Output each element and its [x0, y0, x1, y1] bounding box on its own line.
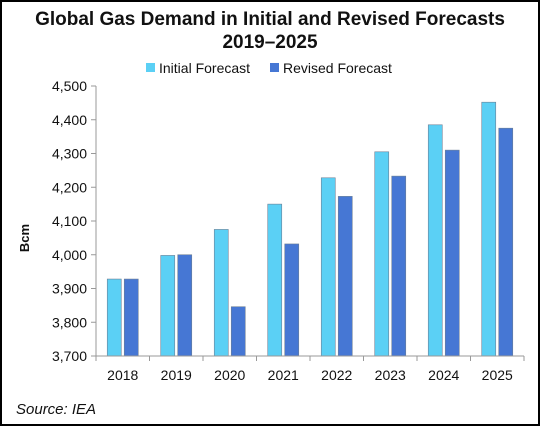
x-tick-label: 2021: [268, 367, 299, 383]
bar-revised-forecast: [444, 149, 460, 357]
bar-initial-forecast: [320, 177, 336, 357]
y-tick-label: 3,800: [52, 314, 87, 330]
source-note: Source: IEA: [16, 401, 97, 418]
bar-revised-forecast: [230, 306, 246, 357]
bar-initial-forecast: [106, 278, 122, 357]
y-tick-label: 4,000: [52, 247, 87, 263]
bar-initial-forecast: [427, 124, 443, 357]
chart-title: Global Gas Demand in Initial and Revised…: [35, 9, 505, 30]
y-tick-label: 4,200: [52, 179, 87, 195]
bar-initial-forecast: [160, 255, 176, 357]
y-tick-label: 4,500: [52, 78, 87, 94]
chart-subtitle: 2019–2025: [222, 32, 318, 53]
chart-title-block: Global Gas Demand in Initial and Revised…: [2, 8, 538, 54]
x-tick-label: 2022: [321, 367, 352, 383]
bar-revised-forecast: [498, 127, 514, 357]
x-tick-label: 2025: [482, 367, 513, 383]
legend-swatch-initial: [146, 63, 155, 72]
y-tick-label: 4,100: [52, 213, 87, 229]
x-tick-label: 2018: [107, 367, 138, 383]
legend: Initial Forecast Revised Forecast: [146, 60, 392, 76]
y-tick-label: 3,700: [52, 348, 87, 364]
legend-swatch-revised: [270, 63, 279, 72]
bar-revised-forecast: [177, 254, 193, 357]
bar-initial-forecast: [267, 203, 283, 357]
bar-initial-forecast: [481, 101, 497, 357]
bar-initial-forecast: [213, 229, 229, 357]
x-tick-label: 2020: [214, 367, 245, 383]
legend-label-revised: Revised Forecast: [283, 60, 392, 76]
x-tick-label: 2024: [428, 367, 459, 383]
y-tick-label: 4,300: [52, 146, 87, 162]
y-tick-label: 3,900: [52, 281, 87, 297]
plot-area: 3,700 3,800 3,900 4,000 4,100 4,200 4,300 4,400…: [52, 78, 525, 383]
bar-revised-forecast: [284, 243, 300, 357]
y-axis-title: Bcm: [17, 224, 32, 252]
x-tick-label: 2023: [375, 367, 406, 383]
x-tick-label: 2019: [161, 367, 192, 383]
legend-label-initial: Initial Forecast: [159, 60, 250, 76]
bar-initial-forecast: [374, 151, 390, 357]
bar-revised-forecast: [123, 278, 139, 357]
y-tick-label: 4,400: [52, 112, 87, 128]
bar-revised-forecast: [391, 175, 407, 357]
bar-revised-forecast: [337, 196, 353, 357]
